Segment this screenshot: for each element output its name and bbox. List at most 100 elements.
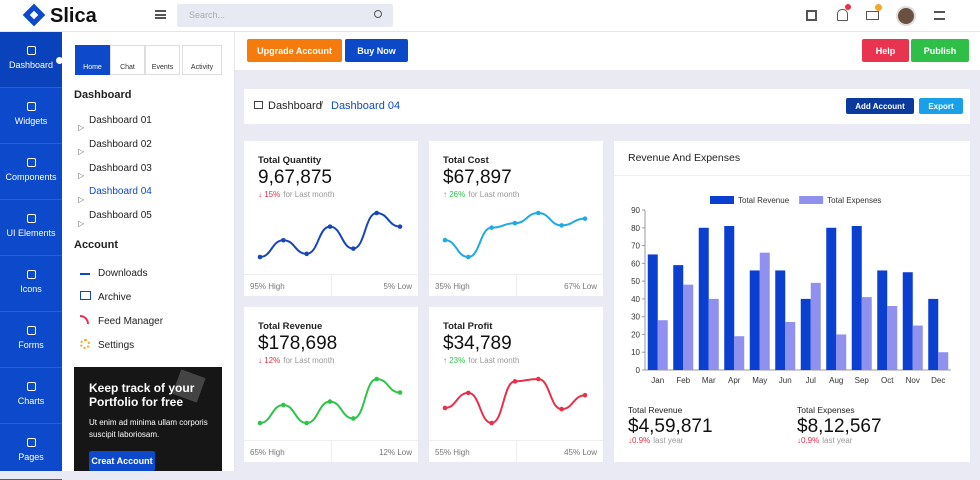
logo-icon [22, 3, 46, 27]
legend-swatch [799, 196, 824, 204]
bar [800, 298, 811, 370]
tab[interactable]: Home [75, 45, 110, 75]
mail-icon[interactable] [866, 11, 879, 20]
nav-link[interactable]: Archive [98, 292, 132, 303]
bar [759, 252, 770, 370]
x-tick-label: Jan [651, 376, 664, 385]
bar [928, 298, 939, 370]
change-text: for Last month [283, 356, 335, 365]
sidebar-item[interactable]: Widgets [0, 88, 62, 144]
legend-label: Total Revenue [738, 196, 790, 205]
logo[interactable]: Slica [50, 5, 97, 27]
divider [516, 440, 517, 462]
tab[interactable]: Chat [110, 45, 145, 75]
sidebar-item[interactable]: Forms [0, 312, 62, 368]
sidebar-item[interactable]: Charts [0, 368, 62, 424]
sparkline-point [536, 376, 541, 382]
change-percent: 0.9% [632, 436, 650, 445]
x-tick-label: Jul [806, 376, 816, 385]
top-header: Slica Search... [0, 0, 980, 32]
upgrade-button[interactable]: Upgrade Account [247, 39, 342, 62]
mail-badge [875, 4, 882, 11]
stat-change: ↑ 26% for Last month [443, 190, 519, 199]
bar [734, 336, 745, 370]
stat-title: Total Cost [443, 155, 489, 166]
search-icon[interactable] [374, 10, 382, 18]
sparkline-line [444, 377, 586, 425]
stat-change: ↓ 15% for Last month [258, 190, 334, 199]
promo-text: Ut enim ad minima ullam corporis suscipi… [89, 418, 208, 439]
nav-link[interactable]: Dashboard 03 [89, 163, 152, 174]
sidebar-item[interactable]: Icons [0, 256, 62, 312]
stat-change: ↓ 12% for Last month [258, 356, 334, 365]
bar [877, 270, 888, 370]
avatar[interactable] [896, 6, 916, 26]
bar [938, 352, 949, 370]
sidebar-item[interactable]: UI Elements [0, 200, 62, 256]
sparkline [442, 210, 588, 260]
x-tick-label: Sep [855, 376, 870, 385]
y-tick-label: 0 [636, 366, 641, 375]
stat-value: $34,789 [443, 333, 512, 354]
x-tick-label: Apr [728, 376, 741, 385]
buy-button[interactable]: Buy Now [345, 39, 408, 62]
sidebar-label: Icons [20, 284, 42, 294]
sidebar-label: Widgets [14, 116, 48, 126]
link-arrows: ▷ ▷ ▷ ▷ ▷ [78, 123, 85, 228]
breadcrumb-bar: Dashboard / Dashboard 04 Add Account Exp… [244, 89, 970, 124]
nav-link[interactable]: Settings [98, 340, 135, 351]
sparkline-point [559, 406, 564, 412]
settings-menu[interactable] [934, 11, 945, 20]
x-tick-label: Nov [906, 376, 920, 385]
y-tick-label: 70 [631, 242, 640, 251]
legend-label: Total Expenses [827, 196, 881, 205]
chart-title: Revenue And Expenses [628, 152, 741, 164]
bar [647, 254, 658, 370]
stat-card: Total Quantity 9,67,875 ↓ 15% for Last mont… [244, 141, 418, 296]
archive-icon [80, 291, 91, 300]
sparkline-point [582, 216, 588, 221]
sparkline-point [281, 402, 286, 408]
fullscreen-icon[interactable] [806, 10, 817, 21]
nav-link[interactable]: Feed Manager [98, 316, 164, 327]
tab[interactable]: Events [145, 45, 180, 75]
stat-change: ↑ 23% for Last month [443, 356, 519, 365]
change-percent: 23% [449, 356, 466, 365]
change-arrow: ↓ [797, 436, 801, 445]
promo-button[interactable]: Creat Account [89, 451, 155, 471]
export-button[interactable]: Export [919, 98, 963, 114]
sidebar-item[interactable]: Dashboard [0, 32, 62, 88]
active-dot [56, 57, 63, 64]
change-arrow: ↓ [258, 190, 265, 199]
breadcrumb-item[interactable]: Dashboard [268, 100, 322, 112]
y-tick-label: 10 [631, 348, 640, 357]
sidebar-item[interactable]: Components [0, 144, 62, 200]
nav-link[interactable]: Downloads [98, 268, 148, 279]
sidebar-label: Charts [17, 396, 45, 406]
sparkline-line [259, 211, 401, 258]
bar [657, 320, 668, 370]
add-account-button[interactable]: Add Account [846, 98, 914, 114]
sparkline-point [257, 254, 263, 260]
bar [749, 270, 760, 370]
search-box[interactable]: Search... [177, 4, 393, 27]
summary-value: $4,59,871 [628, 416, 713, 437]
nav-link[interactable]: Dashboard 02 [89, 139, 152, 150]
change-percent: 15% [264, 190, 281, 199]
nav-link[interactable]: Dashboard 01 [89, 115, 152, 126]
sidebar-item[interactable]: Pages [0, 424, 62, 480]
sparkline-point [512, 379, 518, 384]
publish-button[interactable]: Publish [911, 39, 969, 62]
notification-icon[interactable] [837, 9, 848, 21]
change-text: for Last month [468, 356, 520, 365]
nav-link[interactable]: Dashboard 04 [89, 186, 152, 197]
sparkline-point [374, 210, 379, 216]
tab[interactable]: Activity [182, 45, 222, 75]
nav-link[interactable]: Dashboard 05 [89, 210, 152, 221]
help-button[interactable]: Help [862, 39, 909, 62]
change-text: last year [822, 436, 853, 445]
bar [708, 298, 719, 370]
sparkline-point [466, 390, 471, 396]
menu-toggle[interactable] [155, 10, 166, 19]
x-tick-label: Aug [829, 376, 843, 385]
